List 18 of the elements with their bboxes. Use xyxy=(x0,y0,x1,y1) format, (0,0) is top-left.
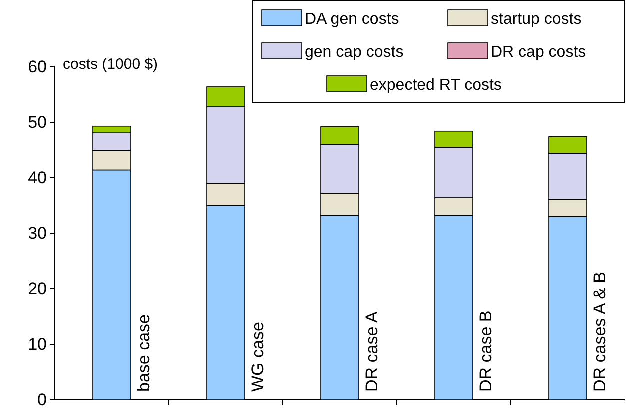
y-tick-label: 0 xyxy=(38,390,47,410)
legend-label: expected RT costs xyxy=(370,77,502,94)
y-tick-label: 40 xyxy=(28,168,47,188)
y-axis-title: costs (1000 $) xyxy=(63,56,158,73)
legend-label: DR cap costs xyxy=(491,44,586,61)
y-tick-label: 50 xyxy=(28,112,47,132)
y-tick-label: 10 xyxy=(28,334,47,354)
x-tick-label: DR cases A & B xyxy=(590,272,610,392)
x-tick-label: base case xyxy=(134,314,154,392)
legend-label: gen cap costs xyxy=(305,44,404,61)
x-tick-label: DR case A xyxy=(362,311,382,392)
legend-label: DA gen costs xyxy=(305,11,400,28)
y-tick-label: 30 xyxy=(28,224,47,243)
legend-label: startup costs xyxy=(491,11,582,28)
y-tick-label: 60 xyxy=(28,57,47,76)
y-tick-label: 20 xyxy=(28,279,47,298)
x-tick-label: WG case xyxy=(248,322,268,392)
x-tick-label: DR case B xyxy=(476,310,496,392)
